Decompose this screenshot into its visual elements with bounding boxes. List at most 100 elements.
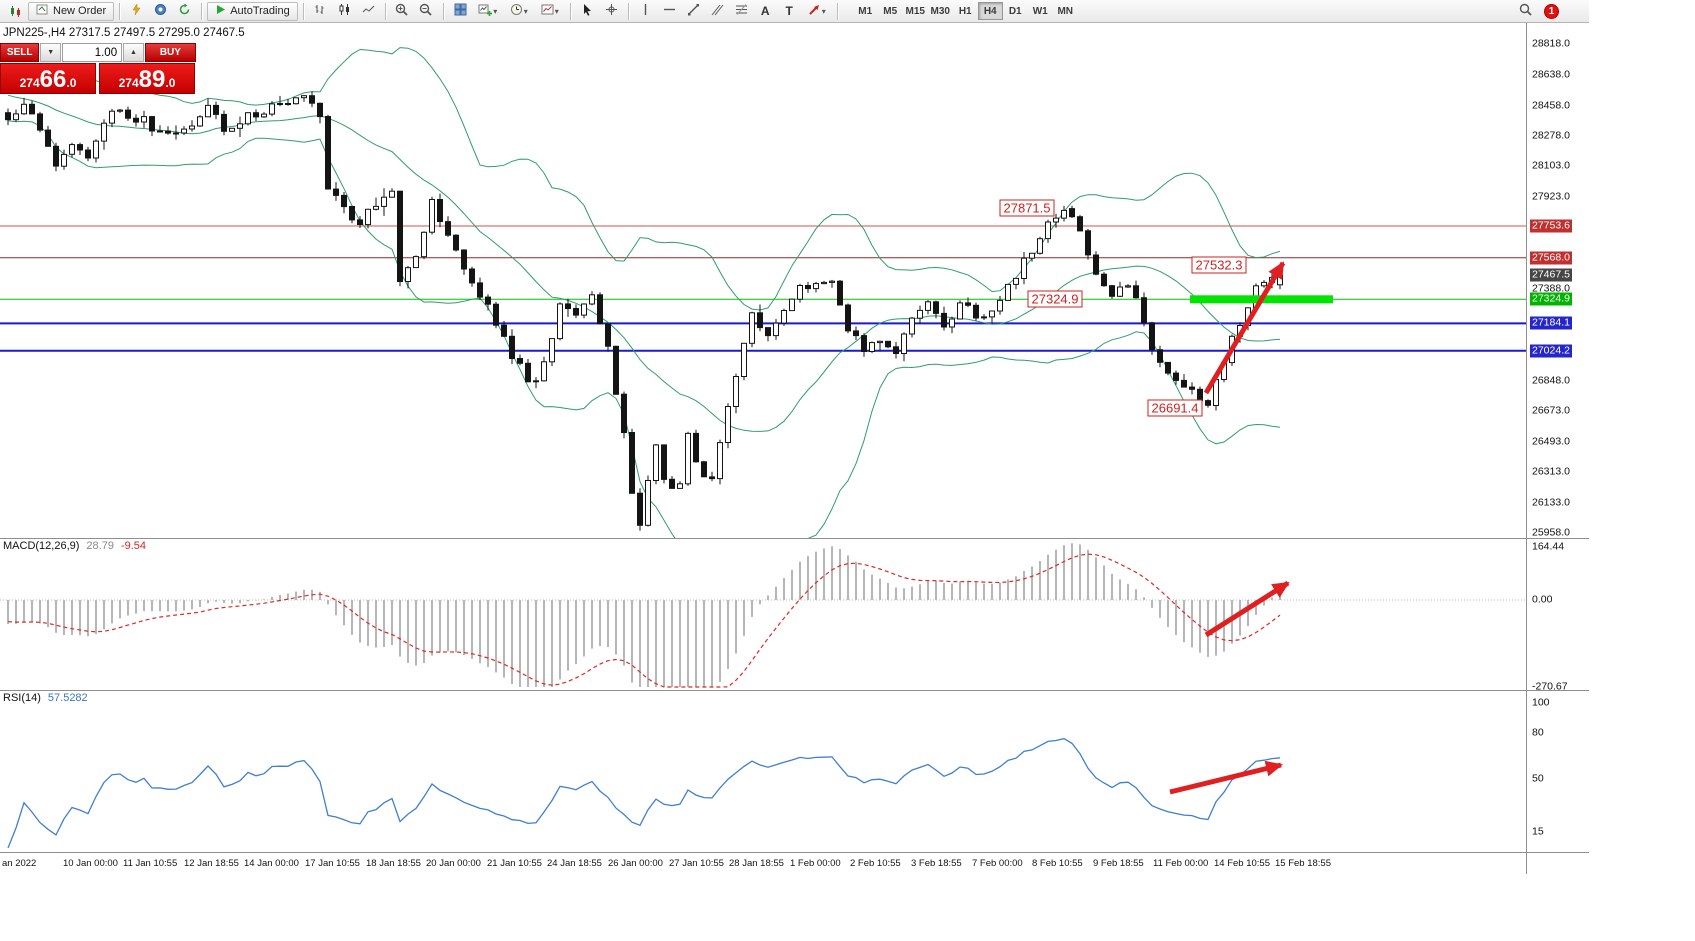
profile-icon [154, 3, 167, 19]
price-annotation[interactable]: 27532.3 [1191, 256, 1247, 274]
fibonacci-tool-button[interactable] [730, 2, 753, 21]
tile-windows-button[interactable] [449, 2, 472, 21]
time-axis-label: 10 Jan 00:00 [63, 858, 118, 869]
timeframe-button-h1[interactable]: H1 [953, 2, 978, 20]
time-axis-label: 27 Jan 10:55 [669, 858, 724, 869]
buy-button[interactable]: BUY [144, 43, 196, 62]
axis-label: 26313.0 [1532, 465, 1570, 478]
panel-divider[interactable] [0, 690, 1589, 691]
price-annotation[interactable]: 26691.4 [1147, 399, 1203, 417]
rsi-value: 57.5282 [47, 692, 88, 704]
search-button[interactable] [1514, 2, 1537, 21]
candles-series [5, 91, 1283, 531]
toolbar-separator [442, 2, 444, 20]
axis-label: 27568.0 [1530, 251, 1572, 265]
text-tool-icon: A [760, 4, 770, 18]
axis-label: 27024.2 [1530, 344, 1572, 358]
axis-label: 100 [1532, 696, 1550, 709]
line-chart-type-button[interactable] [357, 2, 380, 21]
refresh-icon [178, 3, 191, 19]
zoom-in-button[interactable] [391, 2, 414, 21]
new-order-icon [36, 3, 49, 19]
timeframe-button-w1[interactable]: W1 [1028, 2, 1053, 20]
volume-decrease-button[interactable]: ▼ [40, 43, 62, 62]
chart-profiles-button[interactable] [149, 2, 172, 21]
time-axis-label: 11 Feb 00:00 [1153, 858, 1209, 869]
macd-name: MACD(12,26,9) [3, 540, 80, 552]
trendline-icon [687, 3, 700, 19]
toolbar-separator [627, 2, 629, 20]
trend-arrow[interactable] [1203, 261, 1286, 395]
timeframe-button-m1[interactable]: M1 [853, 2, 878, 20]
main-chart[interactable] [0, 22, 1527, 538]
play-icon [215, 4, 226, 18]
timeframe-button-m5[interactable]: M5 [878, 2, 903, 20]
candlestick-chart-type-button[interactable] [333, 2, 356, 21]
autotrading-button[interactable]: AutoTrading [207, 1, 298, 21]
rsi-panel[interactable] [0, 690, 1527, 852]
templates-button[interactable]: ▾ [535, 2, 565, 21]
axis-label: 15 [1532, 825, 1544, 838]
sell-price[interactable]: 274 66.0 [0, 63, 96, 94]
refresh-button[interactable] [173, 2, 196, 21]
horizontal-line-tool-button[interactable] [658, 2, 681, 21]
new-chart-button[interactable]: ▾ [473, 2, 503, 21]
price-annotation[interactable]: 27324.9 [1027, 290, 1083, 308]
dropdown-arrow-icon: ▾ [493, 6, 498, 16]
chart-period-button[interactable]: ▾ [504, 2, 534, 21]
price-annotation[interactable]: 27871.5 [999, 199, 1055, 217]
notification-badge[interactable]: 1 [1544, 3, 1559, 19]
trend-arrow[interactable] [1169, 760, 1283, 795]
time-axis-label: an 2022 [2, 858, 37, 869]
toolbar-separator [836, 2, 838, 20]
buy-price[interactable]: 274 89.0 [99, 63, 195, 94]
zoom-in-icon [395, 3, 409, 20]
order-entry-row: SELL ▼ ▲ BUY [0, 43, 196, 62]
timeframe-button-mn[interactable]: MN [1053, 2, 1078, 20]
metaeditor-button[interactable] [125, 2, 148, 21]
macd-signal-value: -9.54 [120, 540, 147, 552]
new-order-button[interactable]: New Order [28, 1, 115, 21]
vertical-line-tool-button[interactable] [634, 2, 657, 21]
zoom-out-button[interactable] [415, 2, 438, 21]
macd-value: 28.79 [86, 540, 114, 552]
axis-label: 164.44 [1532, 540, 1565, 553]
bar-chart-type-button[interactable] [309, 2, 332, 21]
macd-panel[interactable] [0, 538, 1527, 690]
trendline-tool-button[interactable] [682, 2, 705, 21]
time-axis-label: 3 Feb 18:55 [911, 858, 962, 869]
channel-tool-button[interactable] [706, 2, 729, 21]
cursor-tool-button[interactable] [576, 2, 599, 21]
axis-label: 25958.0 [1532, 526, 1570, 539]
autotrading-label: AutoTrading [230, 5, 290, 17]
sell-button[interactable]: SELL [0, 43, 40, 62]
timeframe-button-h4[interactable]: H4 [977, 2, 1003, 20]
timeframe-button-m15[interactable]: M15 [903, 2, 928, 20]
text-tool-button[interactable]: A [754, 2, 777, 21]
label-tool-button[interactable]: T [778, 2, 801, 21]
timeframe-button-d1[interactable]: D1 [1003, 2, 1028, 20]
time-axis-label: 14 Feb 10:55 [1214, 858, 1270, 869]
volume-input[interactable] [62, 43, 123, 62]
trend-arrow[interactable] [1204, 580, 1290, 638]
time-axis[interactable]: an 2022 10 Jan 00:00 11 Jan 10:55 12 Jan 18… [0, 853, 1589, 874]
shapes-tool-button[interactable]: ▾ [802, 2, 832, 21]
price-display-row: 274 66.0 274 89.0 [0, 63, 196, 94]
axis-label: -270.67 [1532, 680, 1568, 693]
panel-divider[interactable] [0, 538, 1589, 539]
axis-label: 27324.9 [1530, 292, 1572, 306]
price-axis[interactable]: 28818.0 28638.0 28458.0 28278.0 28103.0 27923… [1527, 23, 1589, 874]
axis-label: 27184.1 [1530, 316, 1572, 330]
timeframe-button-m30[interactable]: M30 [928, 2, 953, 20]
volume-increase-button[interactable]: ▲ [123, 43, 144, 62]
chart-window-icon [4, 2, 27, 21]
time-axis-label: 21 Jan 10:55 [487, 858, 542, 869]
axis-label: 0.00 [1532, 593, 1553, 606]
crosshair-tool-button[interactable] [600, 2, 623, 21]
lightning-icon [130, 3, 143, 19]
main-toolbar: New Order AutoTrading ▾ ▾ ▾ A T ▾ M1 M5 M1… [0, 0, 1589, 23]
rsi-name: RSI(14) [3, 692, 41, 704]
macd-indicator-label: MACD(12,26,9) 28.79 -9.54 [3, 540, 146, 552]
time-axis-label: 20 Jan 00:00 [426, 858, 481, 869]
